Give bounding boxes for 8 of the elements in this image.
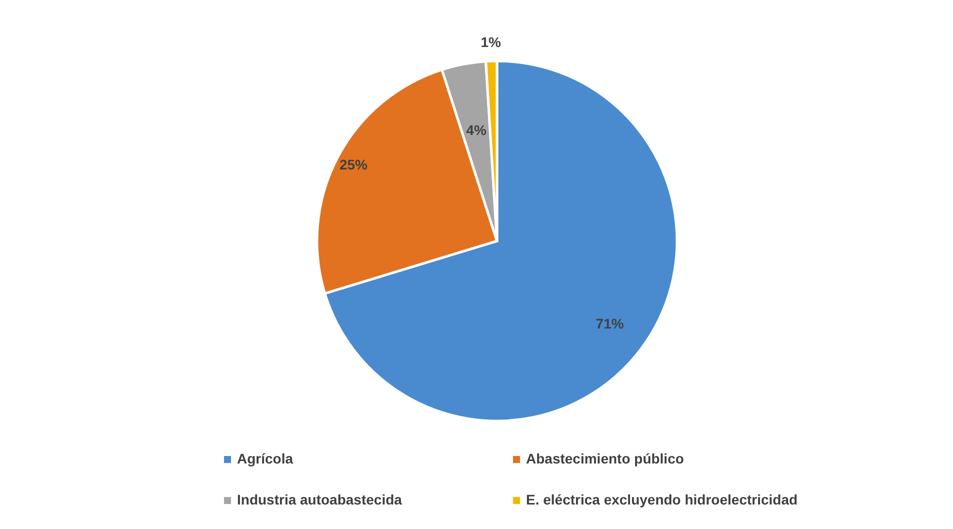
legend-label: Abastecimiento público — [526, 450, 684, 467]
data-label: 25% — [339, 156, 368, 173]
legend-label: Industria autoabastecida — [237, 492, 402, 508]
data-label: 71% — [596, 315, 624, 332]
legend-label: E. eléctrica excluyendo hidroelectricidad — [526, 492, 798, 508]
legend-label: Agrícola — [237, 450, 294, 467]
data-label: 1% — [480, 34, 502, 50]
data-label: 4% — [466, 122, 487, 138]
